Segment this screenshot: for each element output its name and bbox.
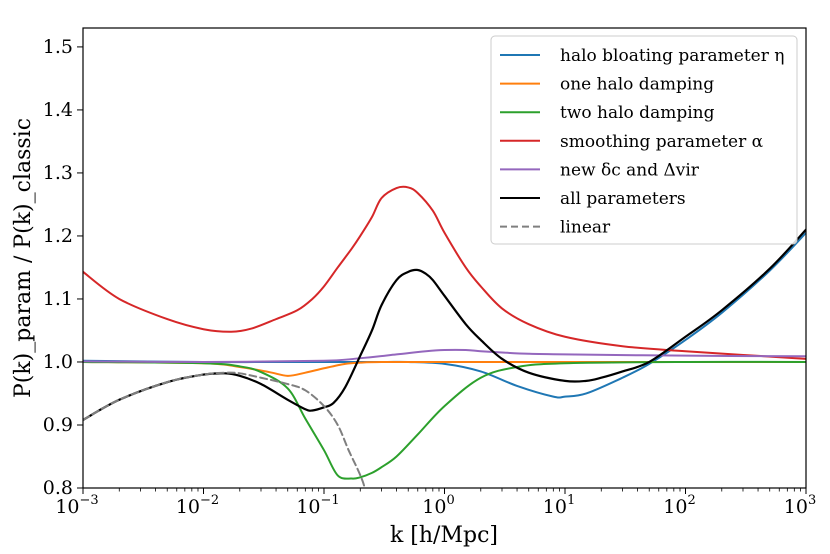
y-axis-label: P(k)_param / P(k)_classic bbox=[11, 118, 36, 398]
y-tick-label: 1.2 bbox=[43, 225, 73, 247]
series-line-5 bbox=[83, 228, 806, 422]
series-line-4 bbox=[83, 348, 806, 363]
y-tick-label: 1.3 bbox=[43, 162, 73, 184]
ticks-layer: 0.8 0.9 1.0 1.1 1.2 1.3 1.4 1.5 10−3 10−2 10−1 100 1… bbox=[43, 36, 816, 518]
legend-label-5: all parameters bbox=[560, 189, 686, 209]
legend-label-1: one halo damping bbox=[560, 75, 714, 95]
y-tick-label: 1.0 bbox=[43, 351, 73, 373]
y-tick-label: 1.5 bbox=[43, 36, 73, 58]
y-tick-label: 0.8 bbox=[43, 477, 73, 499]
series-layer bbox=[83, 185, 806, 488]
legend-label-4: new δc and Δvir bbox=[560, 160, 700, 180]
legend-label-6: linear bbox=[560, 218, 611, 238]
x-tick-label: 102 bbox=[663, 493, 695, 518]
y-tick-label: 1.4 bbox=[43, 99, 73, 121]
legend-box bbox=[490, 35, 798, 245]
legend: halo bloating parameter η one halo dampin… bbox=[490, 35, 798, 245]
x-tick-label: 100 bbox=[422, 493, 454, 518]
x-tick-label: 103 bbox=[784, 493, 816, 518]
series-line-0 bbox=[83, 231, 806, 399]
x-tick-label: 10−3 bbox=[55, 493, 98, 518]
x-tick-label: 10−1 bbox=[296, 493, 339, 518]
series-line-6 bbox=[83, 371, 366, 488]
legend-label-0: halo bloating parameter η bbox=[560, 46, 784, 66]
y-tick-label: 0.9 bbox=[43, 414, 73, 436]
y-tick-label: 1.1 bbox=[43, 288, 73, 310]
series-line-2 bbox=[83, 360, 806, 480]
legend-label-3: smoothing parameter α bbox=[560, 132, 764, 152]
x-tick-label: 101 bbox=[543, 493, 575, 518]
x-axis-label: k [h/Mpc] bbox=[390, 523, 498, 548]
legend-label-2: two halo damping bbox=[560, 103, 715, 123]
x-tick-label: 10−2 bbox=[176, 493, 219, 518]
series-line-3 bbox=[83, 185, 806, 360]
